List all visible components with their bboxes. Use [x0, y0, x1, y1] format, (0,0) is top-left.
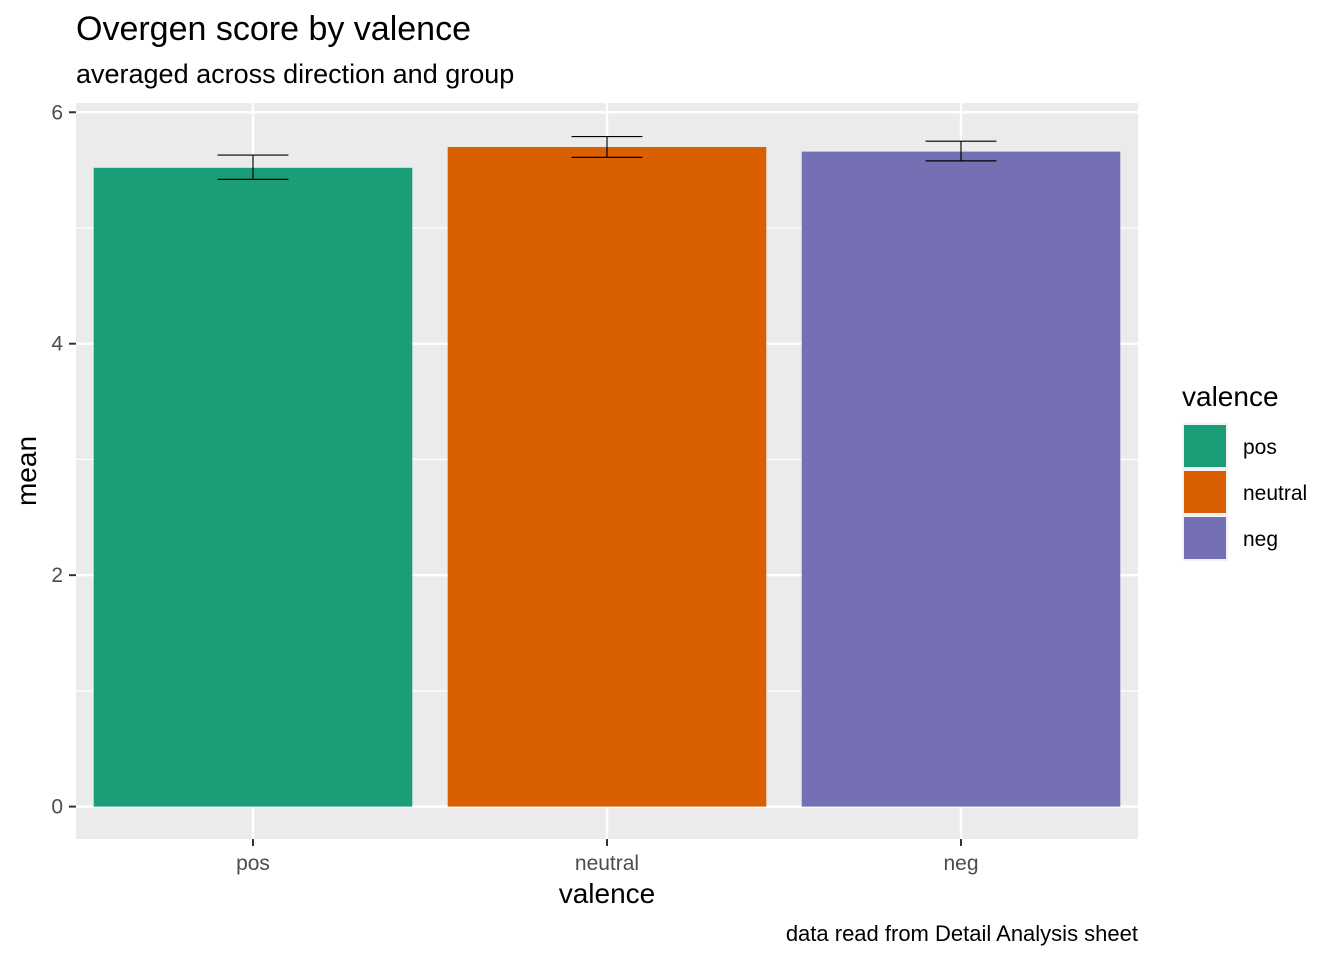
chart-caption: data read from Detail Analysis sheet	[786, 921, 1138, 946]
legend-label-pos: pos	[1243, 436, 1277, 459]
x-tick-label: pos	[236, 852, 270, 875]
x-tick-label: neutral	[575, 852, 639, 875]
x-axis: pos neutral neg	[236, 839, 979, 875]
chart-title: Overgen score by valence	[76, 10, 471, 48]
bars	[93, 146, 1121, 807]
y-axis: 0 2 4 6	[51, 101, 76, 819]
chart-subtitle: averaged across direction and group	[76, 59, 514, 89]
x-axis-title: valence	[559, 878, 656, 909]
y-axis-title: mean	[11, 436, 42, 506]
legend-swatch-pos	[1184, 425, 1226, 467]
legend-swatch-neutral	[1184, 471, 1226, 513]
bar-pos	[93, 167, 413, 807]
bar-neutral	[447, 146, 767, 807]
y-tick-label: 2	[51, 564, 63, 587]
bar-neg	[801, 151, 1121, 807]
y-tick-label: 0	[51, 796, 63, 819]
legend-label-neutral: neutral	[1243, 482, 1307, 505]
legend: valence pos neutral neg	[1182, 381, 1307, 561]
y-tick-label: 4	[51, 333, 63, 356]
error-bars	[217, 135, 997, 180]
legend-label-neg: neg	[1243, 528, 1278, 551]
x-tick-label: neg	[943, 852, 978, 875]
legend-swatch-neg	[1184, 517, 1226, 559]
legend-title: valence	[1182, 381, 1279, 412]
y-tick-label: 6	[51, 101, 63, 124]
